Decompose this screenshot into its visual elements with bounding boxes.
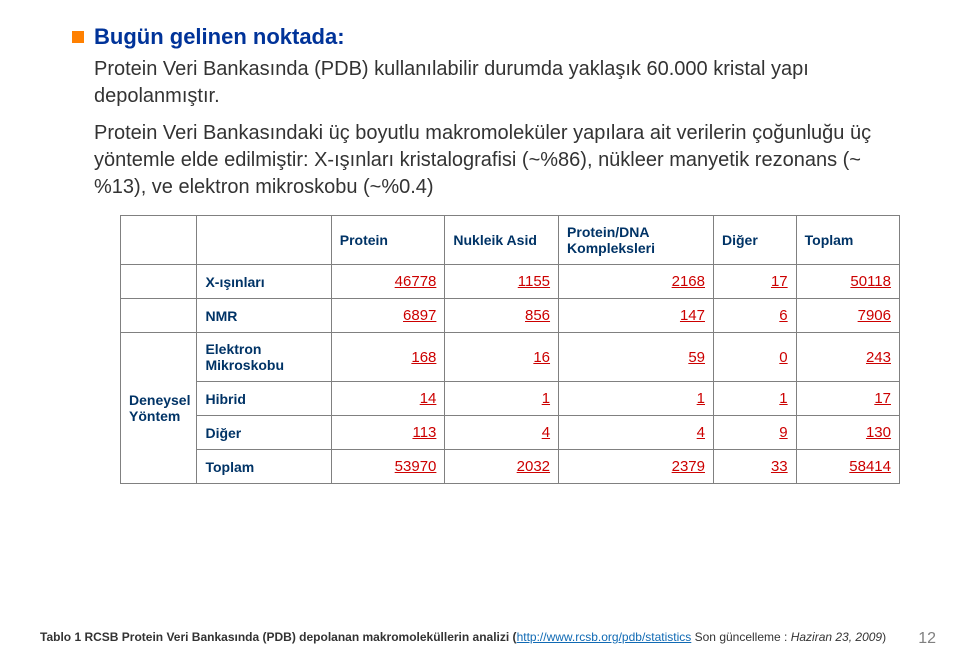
cell-value: 130 xyxy=(796,416,899,450)
cell-value: 59 xyxy=(559,333,714,382)
table-row: Diğer 113 4 4 9 130 xyxy=(121,416,900,450)
cell-value: 53970 xyxy=(331,450,445,484)
cell-value: 58414 xyxy=(796,450,899,484)
header-dna: Protein/DNA Kompleksleri xyxy=(559,216,714,265)
header-blank-lead xyxy=(121,216,197,265)
cell-value: 46778 xyxy=(331,265,445,299)
caption-suffix: Son güncelleme : xyxy=(691,630,790,644)
cell-value: 17 xyxy=(714,265,797,299)
cell-value: 17 xyxy=(796,382,899,416)
header-diger: Diğer xyxy=(714,216,797,265)
row-label-hybrid: Hibrid xyxy=(197,382,331,416)
cell-value: 14 xyxy=(331,382,445,416)
row-label-nmr: NMR xyxy=(197,299,331,333)
cell-value: 7906 xyxy=(796,299,899,333)
bullet-icon xyxy=(72,31,84,43)
caption-prefix: Tablo 1 RCSB Protein Veri Bankasında (PD… xyxy=(40,630,517,644)
cell-value: 113 xyxy=(331,416,445,450)
table-header-row: Protein Nukleik Asid Protein/DNA Komplek… xyxy=(121,216,900,265)
slide-title: Bugün gelinen noktada: xyxy=(94,24,345,50)
lead-blank xyxy=(121,265,197,299)
caption-close: ) xyxy=(882,630,886,644)
side-label-line1: Deneysel xyxy=(129,392,190,408)
cell-value: 6897 xyxy=(331,299,445,333)
table-row: Toplam 53970 2032 2379 33 58414 xyxy=(121,450,900,484)
table-row: Deneysel Yöntem Elektron Mikroskobu 168 … xyxy=(121,333,900,382)
cell-value: 33 xyxy=(714,450,797,484)
row-label-total: Toplam xyxy=(197,450,331,484)
cell-value: 16 xyxy=(445,333,559,382)
cell-value: 243 xyxy=(796,333,899,382)
row-label-xray: X-ışınları xyxy=(197,265,331,299)
header-toplam: Toplam xyxy=(796,216,899,265)
cell-value: 168 xyxy=(331,333,445,382)
table-row: NMR 6897 856 147 6 7906 xyxy=(121,299,900,333)
cell-value: 2032 xyxy=(445,450,559,484)
caption-date: Haziran 23, 2009 xyxy=(791,630,882,644)
cell-value: 1 xyxy=(559,382,714,416)
lead-blank xyxy=(121,299,197,333)
side-label-method: Deneysel Yöntem xyxy=(121,333,197,484)
header-nukleik: Nukleik Asid xyxy=(445,216,559,265)
table-caption: Tablo 1 RCSB Protein Veri Bankasında (PD… xyxy=(40,630,886,644)
caption-link[interactable]: http://www.rcsb.org/pdb/statistics xyxy=(517,630,692,644)
cell-value: 147 xyxy=(559,299,714,333)
paragraph-intro-1: Protein Veri Bankasında (PDB) kullanılab… xyxy=(94,56,904,110)
cell-value: 1 xyxy=(445,382,559,416)
table-row: X-ışınları 46778 1155 2168 17 50118 xyxy=(121,265,900,299)
cell-value: 2168 xyxy=(559,265,714,299)
cell-value: 0 xyxy=(714,333,797,382)
cell-value: 4 xyxy=(445,416,559,450)
cell-value: 1155 xyxy=(445,265,559,299)
page-number: 12 xyxy=(918,630,936,648)
header-protein: Protein xyxy=(331,216,445,265)
header-blank-label xyxy=(197,216,331,265)
cell-value: 6 xyxy=(714,299,797,333)
row-label-other: Diğer xyxy=(197,416,331,450)
paragraph-intro-2: Protein Veri Bankasındaki üç boyutlu mak… xyxy=(94,120,904,201)
table-row: Hibrid 14 1 1 1 17 xyxy=(121,382,900,416)
cell-value: 2379 xyxy=(559,450,714,484)
data-table: Protein Nukleik Asid Protein/DNA Komplek… xyxy=(120,215,900,484)
cell-value: 856 xyxy=(445,299,559,333)
side-label-line2: Yöntem xyxy=(129,408,180,424)
cell-value: 1 xyxy=(714,382,797,416)
cell-value: 9 xyxy=(714,416,797,450)
cell-value: 50118 xyxy=(796,265,899,299)
row-label-em: Elektron Mikroskobu xyxy=(197,333,331,382)
cell-value: 4 xyxy=(559,416,714,450)
